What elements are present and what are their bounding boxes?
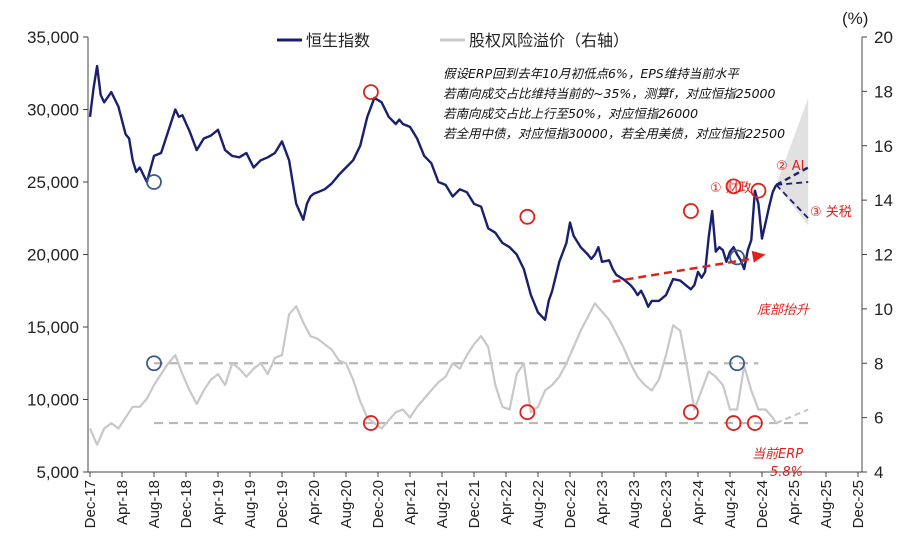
right-tick-label: 8: [874, 354, 883, 373]
note-line-3: 若南向成交占比上行至50%，对应恒指26000: [443, 106, 698, 121]
note-line-4: 若全用中债，对应恒指30000，若全用美债，对应恒指22500: [443, 126, 785, 141]
x-tick-label: Apr-23: [594, 480, 611, 525]
note-line-1: 假设ERP回到去年10月初低点6%，EPS维持当前水平: [443, 66, 740, 81]
left-tick-label: 10,000: [27, 391, 79, 410]
x-tick-label: Aug-25: [818, 480, 835, 528]
scenario-fan: [775, 97, 809, 226]
hsi-series-line-scenario: [775, 166, 809, 186]
highlight-circle-2: [362, 84, 379, 100]
x-axis-ticks: Dec-17 Apr-18 Aug-18 Dec-18 Apr-19 Aug-19 Dec-…: [82, 472, 867, 528]
left-tick-label: 35,000: [27, 28, 79, 47]
right-tick-label: 6: [874, 409, 883, 428]
left-tick-label: 20,000: [27, 246, 79, 265]
current-erp-value: 5.8%: [770, 465, 803, 480]
highlight-circle-6: [682, 203, 699, 219]
highlight-circle-1: [146, 355, 162, 372]
highlight-circle-3: [362, 415, 379, 431]
x-tick-label: Apr-22: [498, 480, 515, 525]
trend-arrow: [612, 250, 766, 283]
trend-arrow-head: [751, 250, 766, 263]
highlight-circle-7: [682, 404, 699, 421]
hsi-series-line: [88, 64, 778, 321]
right-tick-label: 4: [874, 463, 883, 482]
x-tick-label: Aug-21: [434, 480, 451, 528]
right-tick-label: 10: [874, 300, 893, 319]
right-tick-label: 16: [874, 137, 893, 156]
x-tick-label: Apr-18: [114, 480, 131, 525]
trend-label: 底部抬升: [757, 303, 810, 318]
x-tick-label: Apr-19: [210, 480, 227, 525]
x-tick-label: Dec-19: [274, 480, 291, 528]
highlight-circle-9: [729, 249, 746, 266]
erp-series-line: [88, 302, 778, 446]
right-tick-label: 20: [874, 28, 893, 47]
left-tick-label: 15,000: [27, 318, 79, 337]
highlight-circle-4: [519, 208, 536, 225]
left-tick-label: 5,000: [36, 463, 79, 482]
x-tick-label: Aug-18: [146, 480, 163, 528]
right-tick-label: 12: [874, 246, 893, 265]
x-tick-label: Dec-24: [754, 480, 771, 528]
reference-lines: [154, 362, 809, 425]
note-line-2: 若南向成交占比维持当前的~35%，测算f，对应恒指25000: [443, 86, 775, 101]
left-axis-ticks: 5,000 10,000 15,000 20,000 25,000 30,000 35,00…: [27, 28, 88, 482]
right-tick-label: 18: [874, 82, 893, 101]
x-tick-label: Aug-24: [722, 480, 739, 528]
event-ai-label: ② AI: [776, 159, 805, 174]
x-tick-label: Aug-22: [530, 480, 547, 528]
highlight-circle-12: [746, 415, 763, 431]
x-tick-label: Dec-18: [178, 480, 195, 528]
erp-series-line-scenario: [775, 408, 809, 425]
highlight-circles: [146, 84, 767, 431]
x-tick-label: Dec-23: [658, 480, 675, 528]
trend-arrow-shaft: [612, 256, 760, 283]
highlight-circle-5: [519, 404, 536, 421]
x-tick-label: Dec-17: [82, 480, 99, 528]
event-tariff-label: ③ 关税: [810, 205, 852, 220]
current-erp-label: 当前ERP: [752, 447, 803, 462]
highlight-circle-13: [750, 182, 767, 199]
x-tick-label: Dec-22: [562, 480, 579, 528]
scenario-dash-0: [776, 181, 809, 186]
right-tick-label: 14: [874, 191, 893, 210]
x-tick-label: Apr-20: [306, 480, 323, 525]
highlight-circle-11: [725, 415, 742, 431]
highlight-circle-10: [729, 355, 746, 372]
event-fiscal-label: ① 财政: [710, 181, 752, 196]
highlight-circle-8: [725, 178, 742, 195]
right-axis-unit: (%): [842, 9, 868, 28]
legend-label-hsi: 恒生指数: [306, 31, 370, 50]
x-tick-label: Aug-23: [626, 480, 643, 528]
legend-label-erp: 股权风险溢价（右轴）: [469, 31, 629, 50]
legend: 恒生指数 股权风险溢价（右轴）: [277, 31, 629, 50]
series-layer: [88, 64, 809, 446]
assumption-notes: 假设ERP回到去年10月初低点6%，EPS维持当前水平 若南向成交占比维持当前的…: [443, 66, 785, 141]
x-tick-label: Aug-19: [242, 480, 259, 528]
left-tick-label: 25,000: [27, 173, 79, 192]
highlight-circle-0: [146, 174, 162, 190]
x-tick-label: Apr-24: [690, 480, 707, 525]
scenario-dash-1: [775, 184, 809, 219]
x-tick-label: Dec-25: [850, 480, 867, 528]
x-tick-label: Dec-20: [370, 480, 387, 528]
x-tick-label: Apr-25: [786, 480, 803, 525]
right-axis-ticks: 4 6 8 10 12 14 16 18 20: [862, 28, 893, 482]
left-tick-label: 30,000: [27, 101, 79, 120]
x-tick-label: Aug-20: [338, 480, 355, 528]
x-tick-label: Apr-21: [402, 480, 419, 525]
x-tick-label: Dec-21: [466, 480, 483, 528]
